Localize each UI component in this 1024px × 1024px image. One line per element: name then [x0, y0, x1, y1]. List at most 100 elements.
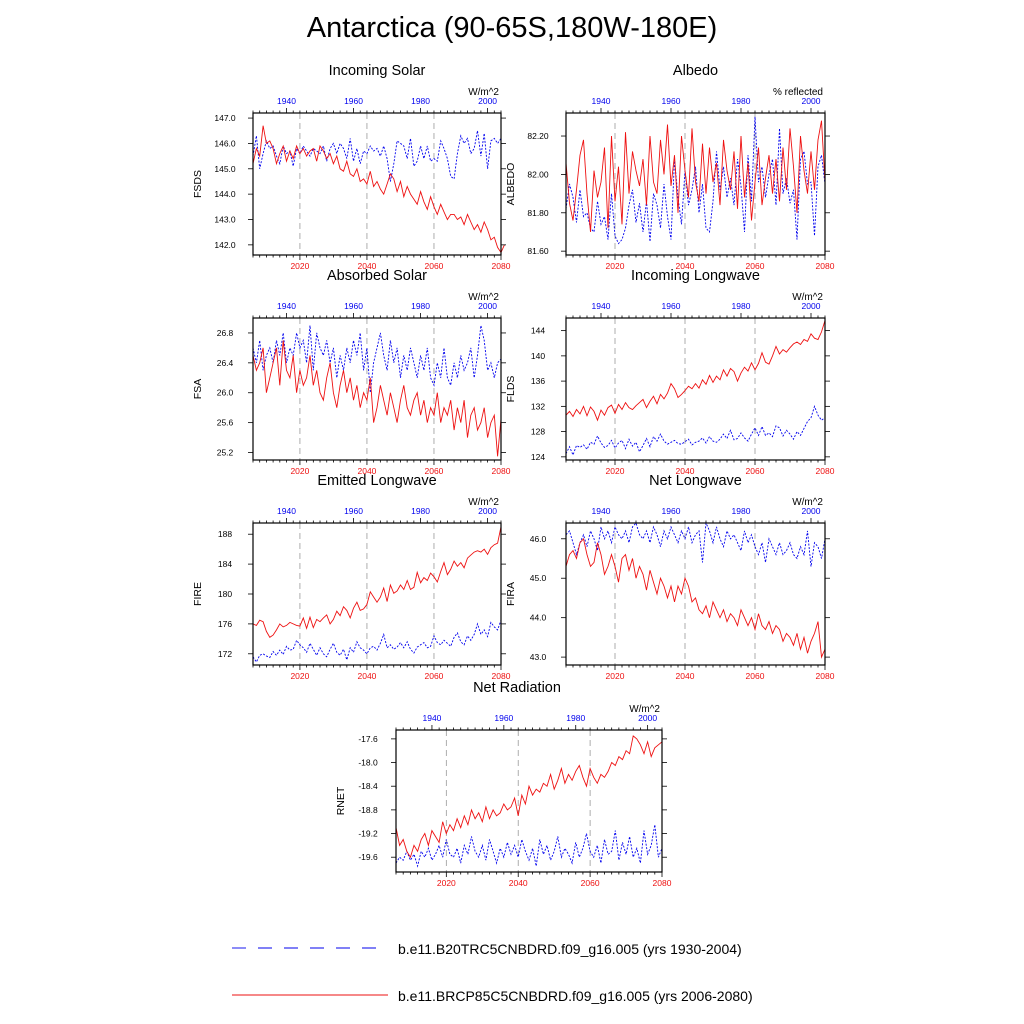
x-tick-label: 2060 [581, 878, 600, 888]
units-label: W/m^2 [792, 292, 823, 303]
y-tick-label: 136 [531, 376, 545, 386]
series-future-line [565, 120, 826, 233]
x-tick-label: 2040 [676, 261, 695, 271]
y-tick-label: 144 [531, 326, 545, 336]
plot-frame [565, 522, 826, 666]
y-tick-label: 142.0 [214, 240, 236, 250]
legend-historical-label: b.e11.B20TRC5CNBDRD.f09_g16.005 (yrs 193… [398, 941, 742, 957]
y-tick-label: 82.20 [527, 131, 549, 141]
y-tick-label: 43.0 [530, 652, 547, 662]
x-tick-label: 2020 [290, 466, 309, 476]
y-tick-label: 132 [531, 401, 545, 411]
x-top-tick-label: 1960 [344, 96, 363, 106]
x-tick-label: 2020 [606, 466, 625, 476]
x-top-tick-label: 2000 [638, 713, 657, 723]
panel-title: Incoming Longwave [631, 268, 760, 284]
legend-future-label: b.e11.BRCP85C5CNBDRD.f09_g16.005 (yrs 20… [398, 988, 753, 1004]
series-historical-line [252, 325, 502, 393]
x-tick-label: 2020 [290, 671, 309, 681]
y-tick-label: 144.0 [214, 189, 236, 199]
x-top-tick-label: 1960 [344, 506, 363, 516]
y-tick-label: 146.0 [214, 138, 236, 148]
x-top-tick-label: 2000 [478, 506, 497, 516]
units-label: W/m^2 [468, 497, 499, 508]
plot-frame [395, 729, 663, 873]
y-tick-label: 82.00 [527, 169, 549, 179]
x-top-tick-label: 1940 [422, 713, 441, 723]
units-label: W/m^2 [792, 497, 823, 508]
x-tick-label: 2080 [492, 671, 511, 681]
y-tick-label: 26.8 [217, 328, 234, 338]
y-axis-label: FIRA [505, 582, 517, 606]
x-top-tick-label: 1940 [592, 301, 611, 311]
panel-title: Absorbed Solar [327, 268, 427, 284]
x-tick-label: 2040 [676, 466, 695, 476]
y-tick-label: 44.0 [530, 613, 547, 623]
x-top-tick-label: 2000 [802, 96, 821, 106]
x-tick-label: 2040 [357, 466, 376, 476]
series-future-line [252, 125, 505, 254]
y-tick-label: -19.6 [358, 852, 378, 862]
x-tick-label: 2080 [816, 671, 835, 681]
y-tick-label: 124 [531, 452, 545, 462]
plot-frame [252, 317, 502, 461]
x-tick-label: 2040 [676, 671, 695, 681]
series-historical-line [565, 521, 826, 567]
panel-fire: Emitted Longwave W/m^2 FIRE 2020 2040 2060 208… [192, 473, 511, 681]
y-tick-label: 180 [218, 589, 232, 599]
series-historical-line [565, 405, 826, 457]
x-top-tick-label: 1980 [732, 506, 751, 516]
x-tick-label: 2020 [606, 671, 625, 681]
x-top-tick-label: 1940 [277, 506, 296, 516]
x-top-tick-label: 2000 [478, 301, 497, 311]
y-axis-label: ALBEDO [505, 163, 517, 206]
x-top-tick-label: 1960 [494, 713, 513, 723]
x-top-tick-label: 2000 [802, 301, 821, 311]
x-top-tick-label: 1980 [732, 96, 751, 106]
x-top-tick-label: 1940 [277, 301, 296, 311]
y-tick-label: -18.0 [358, 758, 378, 768]
y-tick-label: -17.6 [358, 734, 378, 744]
x-top-tick-label: 1980 [411, 506, 430, 516]
y-tick-label: 145.0 [214, 164, 236, 174]
units-label: W/m^2 [629, 704, 660, 715]
x-tick-label: 2080 [653, 878, 672, 888]
y-tick-label: 176 [218, 619, 232, 629]
panel-fira: Net Longwave W/m^2 FIRA 2020 2040 2060 2080 194… [505, 473, 835, 681]
x-top-tick-label: 1960 [344, 301, 363, 311]
x-tick-label: 2060 [425, 261, 444, 271]
y-axis-label: FSA [192, 379, 204, 399]
x-top-tick-label: 1940 [592, 96, 611, 106]
x-top-tick-label: 1960 [662, 506, 681, 516]
panel-title: Net Radiation [473, 680, 561, 696]
x-tick-label: 2060 [746, 466, 765, 476]
x-tick-label: 2060 [746, 671, 765, 681]
panel-title: Net Longwave [649, 473, 742, 489]
y-tick-label: -18.8 [358, 805, 378, 815]
figure-title: Antarctica (90-65S,180W-180E) [306, 12, 718, 44]
units-label: W/m^2 [468, 292, 499, 303]
series-future-line [252, 526, 502, 638]
x-tick-label: 2040 [357, 261, 376, 271]
x-tick-label: 2060 [746, 261, 765, 271]
x-tick-label: 2020 [606, 261, 625, 271]
y-tick-label: -19.2 [358, 829, 378, 839]
series-future-line [565, 537, 826, 659]
panel-fsds: Incoming Solar W/m^2 FSDS 2020 2040 2060 2080 1… [192, 63, 511, 271]
y-tick-label: 184 [218, 559, 232, 569]
series-future-line [565, 320, 826, 422]
x-tick-label: 2080 [492, 261, 511, 271]
x-tick-label: 2020 [290, 261, 309, 271]
x-tick-label: 2080 [816, 261, 835, 271]
series-historical-line [252, 620, 502, 663]
x-tick-label: 2060 [425, 466, 444, 476]
y-tick-label: 128 [531, 427, 545, 437]
panel-fsa: Absorbed Solar W/m^2 FSA 2020 2040 2060 2080 19… [192, 268, 511, 476]
y-axis-label: FSDS [192, 170, 204, 198]
y-tick-label: 81.80 [527, 208, 549, 218]
panel-flds: Incoming Longwave W/m^2 FLDS 2020 2040 2060 20… [505, 268, 835, 476]
x-tick-label: 2040 [357, 671, 376, 681]
series-future-line [395, 735, 663, 859]
panel-title: Albedo [673, 63, 718, 79]
y-tick-label: 147.0 [214, 113, 236, 123]
